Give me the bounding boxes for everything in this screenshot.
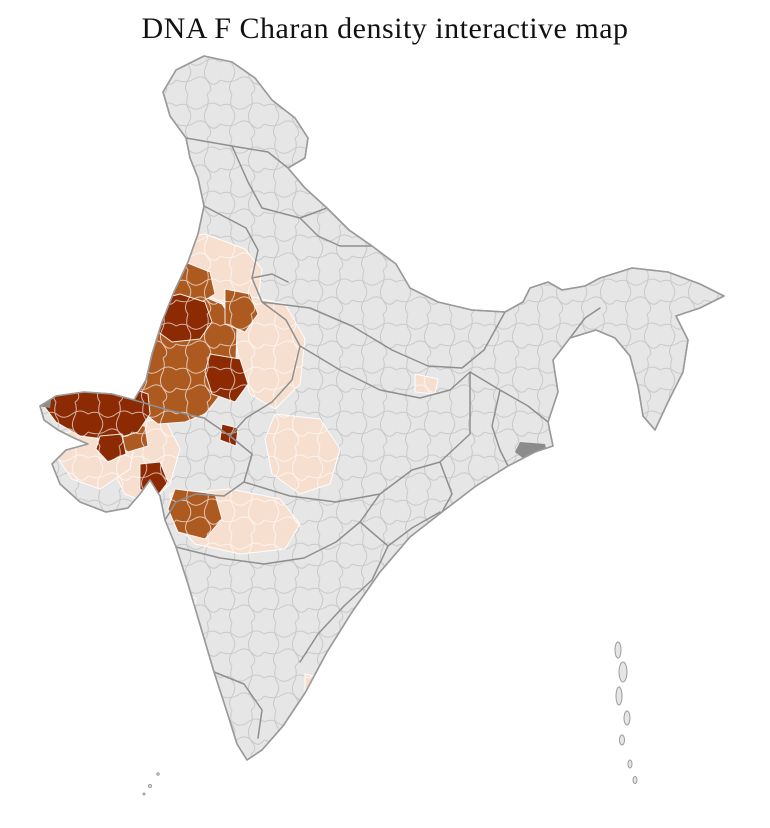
page: DNA F Charan density interactive map: [0, 12, 770, 828]
lakshadweep-islands[interactable]: [142, 772, 160, 796]
india-density-map[interactable]: [0, 50, 770, 810]
andaman-nicobar-islands[interactable]: [614, 641, 638, 784]
page-title: DNA F Charan density interactive map: [141, 12, 629, 45]
